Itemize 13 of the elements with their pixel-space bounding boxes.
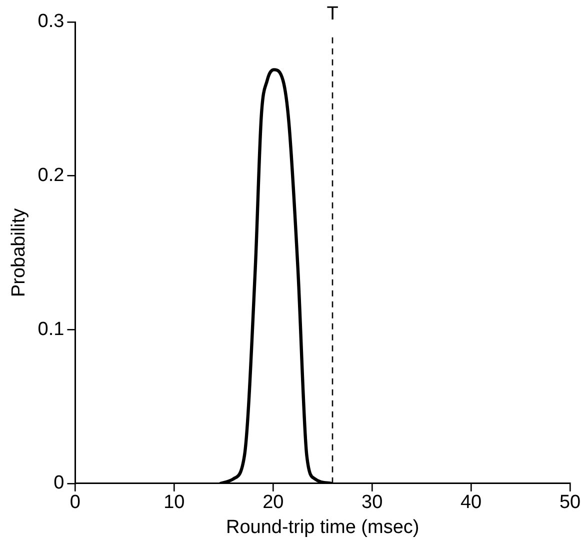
ref-line-label: T [326, 4, 339, 25]
x-tick-label: 40 [460, 492, 482, 514]
x-tick-label: 0 [70, 492, 80, 514]
x-tick-label: 30 [362, 492, 383, 514]
x-tick-label: 10 [164, 492, 185, 514]
x-tick-label: 50 [559, 492, 581, 514]
y-tick-label: 0 [54, 472, 64, 494]
y-tick-label: 0.1 [38, 318, 64, 340]
y-axis-title: Probability [8, 208, 30, 298]
x-tick-label: 20 [262, 492, 284, 514]
y-tick-label: 0.3 [38, 11, 64, 32]
x-axis-title: Round-trip time (msec) [226, 516, 420, 538]
y-tick-label: 0.2 [38, 165, 64, 186]
